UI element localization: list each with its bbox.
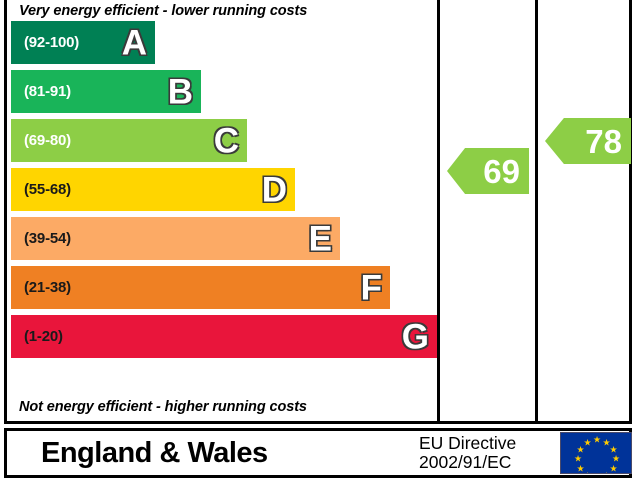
band-range-a: (92-100) xyxy=(24,34,80,51)
potential-rating-value: 78 xyxy=(585,122,622,160)
eu-directive-line1: EU Directive xyxy=(419,433,517,454)
chart-frame: Very energy efficient - lower running co… xyxy=(4,0,632,424)
column-divider-potential xyxy=(535,0,538,421)
caption-not-efficient: Not energy efficient - higher running co… xyxy=(19,399,307,415)
band-range-d: (55-68) xyxy=(24,181,71,198)
eu-directive-line2: 2002/91/EC xyxy=(419,452,512,472)
band-row-f: (21-38) F xyxy=(11,266,390,309)
band-range-b: (81-91) xyxy=(24,83,71,100)
current-rating-value: 69 xyxy=(483,152,520,190)
band-range-g: (1-20) xyxy=(24,328,63,345)
band-range-f: (21-38) xyxy=(24,279,71,296)
band-row-g: (1-20) G xyxy=(11,315,437,358)
band-letter-g: G xyxy=(401,317,429,356)
band-letter-d: D xyxy=(261,170,287,209)
band-range-e: (39-54) xyxy=(24,230,71,247)
band-row-b: (81-91) B xyxy=(11,70,201,113)
caption-very-efficient: Very energy efficient - lower running co… xyxy=(19,3,308,19)
eu-directive-label: EU Directive 2002/91/EC xyxy=(419,434,516,472)
column-divider-current xyxy=(437,0,440,421)
band-row-e: (39-54) E xyxy=(11,217,340,260)
band-range-c: (69-80) xyxy=(24,132,71,149)
band-letter-b: B xyxy=(167,72,193,111)
band-letter-e: E xyxy=(308,219,332,258)
footer-region-label: England & Wales xyxy=(41,436,268,469)
current-rating-arrow: 69 xyxy=(447,148,529,194)
potential-rating-arrow: 78 xyxy=(545,118,631,164)
footer-bar: England & Wales EU Directive 2002/91/EC xyxy=(4,428,632,478)
band-letter-f: F xyxy=(360,268,382,307)
band-letter-a: A xyxy=(121,23,147,62)
band-row-c: (69-80) C xyxy=(11,119,247,162)
band-letter-c: C xyxy=(213,121,239,160)
eu-flag-icon xyxy=(560,432,632,474)
band-row-d: (55-68) D xyxy=(11,168,295,211)
band-row-a: (92-100) A xyxy=(11,21,155,64)
